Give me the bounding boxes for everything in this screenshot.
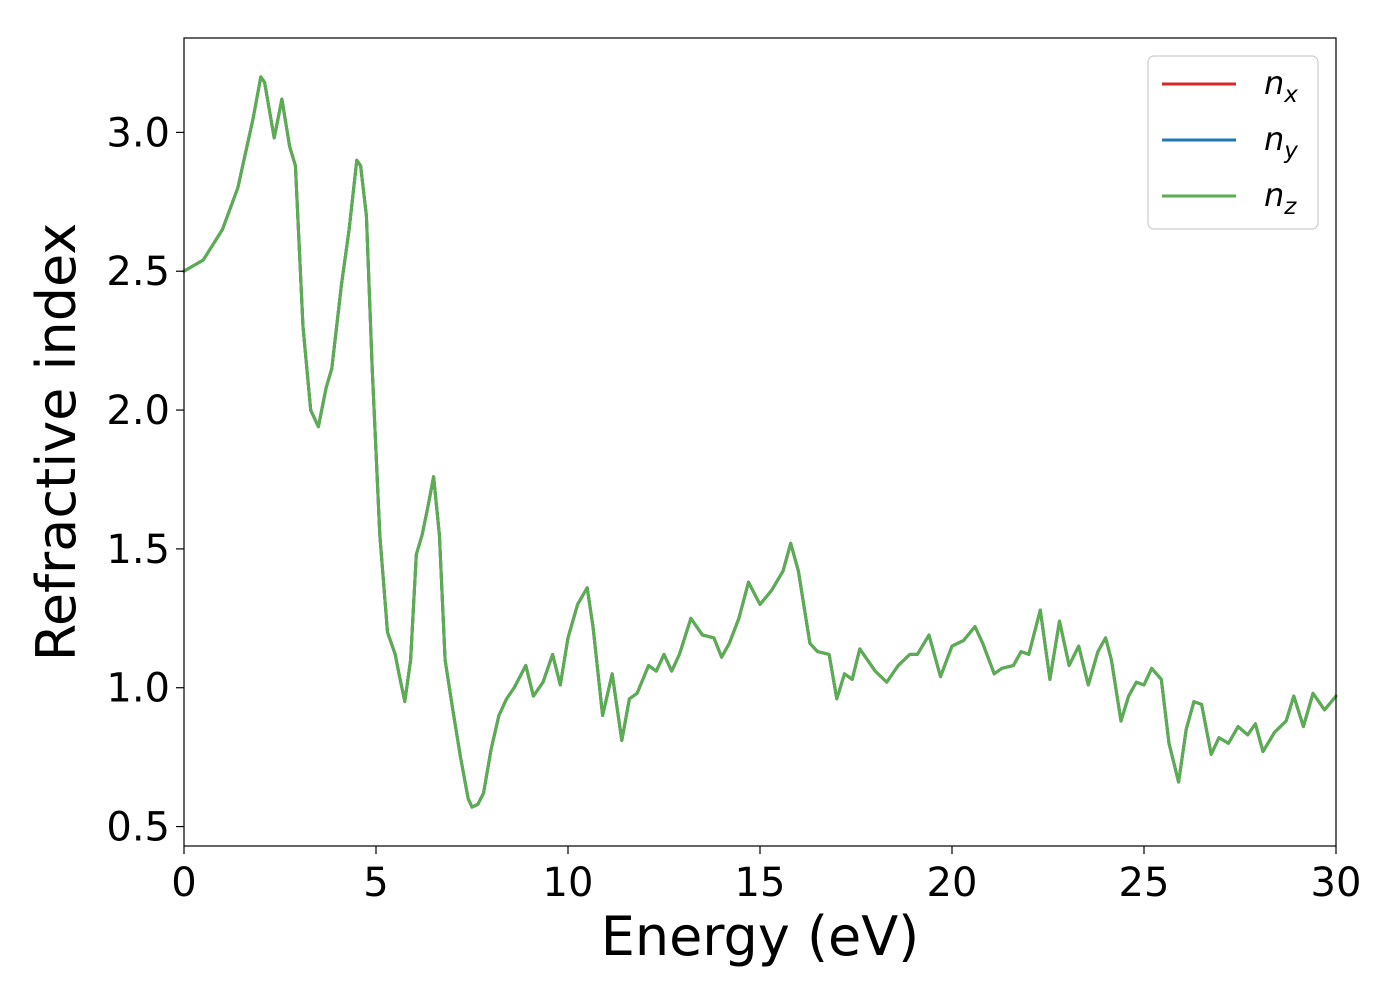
- series-layer: [182, 75, 1338, 809]
- legend-label-subscript: x: [1283, 82, 1298, 108]
- x-tick-label: 15: [735, 860, 786, 906]
- legend-label-main: n: [1264, 176, 1284, 214]
- x-tick-label: 0: [171, 860, 196, 906]
- x-tick-label: 10: [543, 860, 594, 906]
- y-tick-label: 2.0: [106, 388, 170, 434]
- x-tick-label: 20: [927, 860, 978, 906]
- legend-box: [1147, 55, 1319, 230]
- x-axis-ticks: 0 5 10 15 20 25 30: [171, 846, 1361, 906]
- x-axis-label: Energy (eV): [601, 905, 920, 968]
- legend-label-main: n: [1264, 64, 1284, 102]
- y-tick-label: 1.0: [106, 666, 170, 712]
- x-tick-label: 25: [1119, 860, 1170, 906]
- x-tick-label: 5: [363, 860, 388, 906]
- y-axis-label: Refractive index: [25, 223, 88, 662]
- x-tick-label: 30: [1311, 860, 1362, 906]
- legend-label-subscript: z: [1283, 194, 1297, 220]
- legend-label-main: n: [1264, 120, 1284, 158]
- legend-label-x: nx: [1264, 64, 1298, 108]
- y-tick-label: 2.5: [106, 249, 170, 295]
- y-tick-label: 1.5: [106, 527, 170, 573]
- legend-label-y: ny: [1264, 120, 1298, 164]
- y-axis-ticks: 0.5 1.0 1.5 2.0 2.5 3.0: [106, 110, 184, 851]
- legend-label-z: nz: [1264, 176, 1297, 220]
- legend-label-subscript: y: [1283, 138, 1298, 164]
- y-tick-label: 0.5: [106, 805, 170, 851]
- series-line-z: [182, 75, 1338, 809]
- y-tick-label: 3.0: [106, 110, 170, 156]
